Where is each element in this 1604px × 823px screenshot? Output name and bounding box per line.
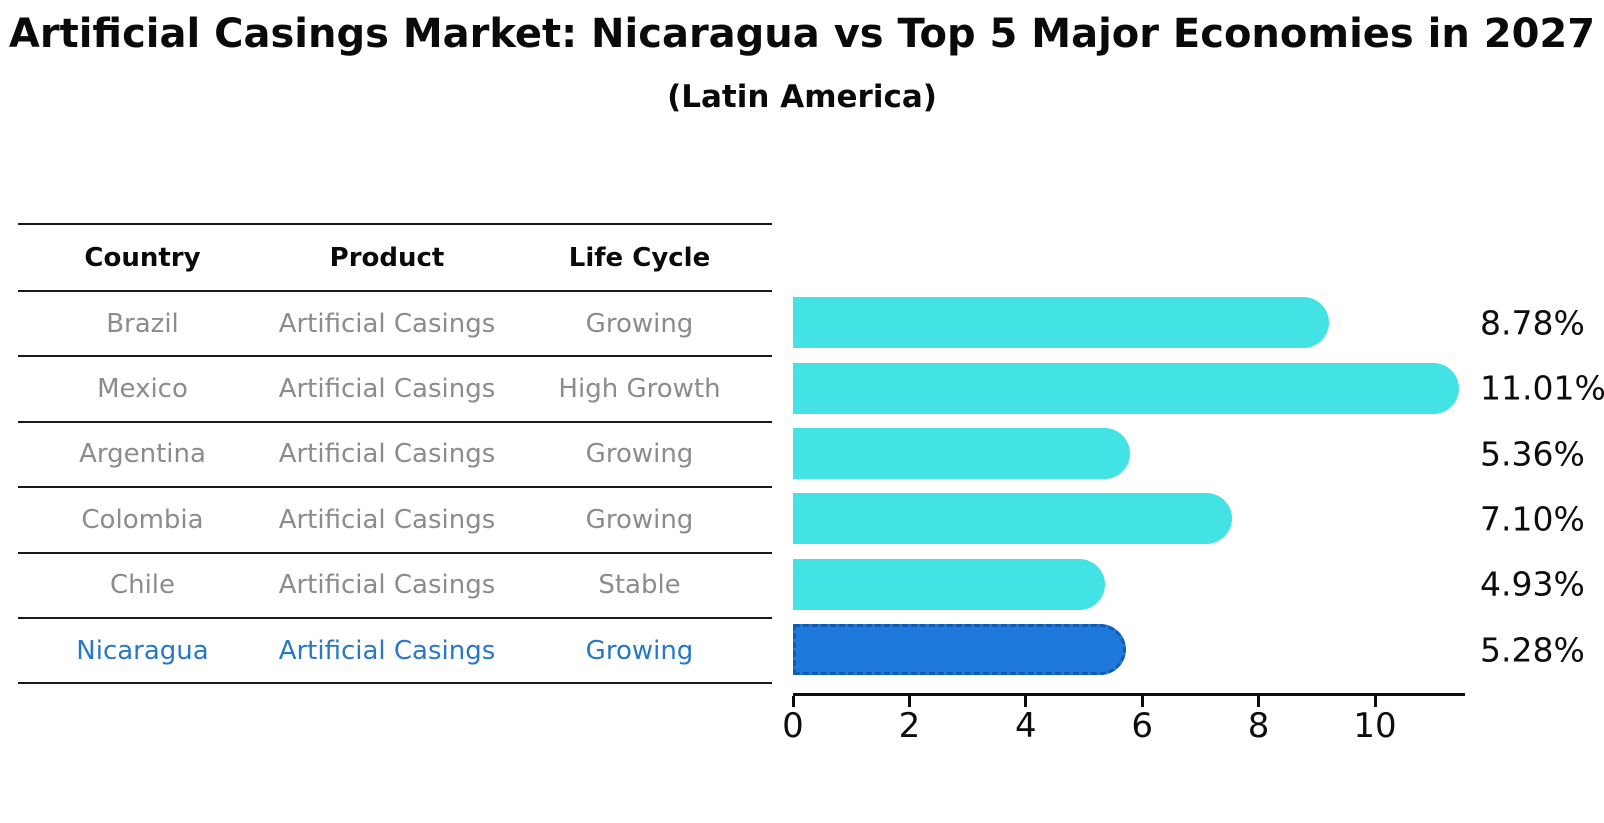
table-row: Nicaragua Artificial Casings Growing bbox=[18, 619, 772, 685]
x-tick-label-10: 10 bbox=[1353, 706, 1397, 746]
table-row: Colombia Artificial Casings Growing bbox=[18, 488, 772, 554]
value-label-colombia: 7.10% bbox=[1480, 499, 1585, 539]
country-cell: Nicaragua bbox=[76, 635, 209, 666]
life-cycle-cell: Growing bbox=[585, 308, 694, 339]
chart-subtitle: (Latin America) bbox=[667, 79, 937, 115]
product-cell: Artificial Casings bbox=[278, 504, 496, 535]
table-row: Mexico Artificial Casings High Growth bbox=[18, 357, 772, 423]
x-tick-label-6: 6 bbox=[1131, 706, 1154, 746]
table-row: Brazil Artificial Casings Growing bbox=[18, 292, 772, 358]
bar-colombia bbox=[793, 493, 1232, 545]
value-label-mexico: 11.01% bbox=[1480, 368, 1604, 408]
x-tick-8 bbox=[1257, 696, 1261, 707]
table-body: Brazil Artificial Casings Growing Mexico… bbox=[18, 292, 772, 685]
life-cycle-cell: Growing bbox=[585, 439, 694, 470]
value-label-brazil: 8.78% bbox=[1480, 303, 1585, 343]
product-cell: Artificial Casings bbox=[278, 570, 496, 601]
table-row: Chile Artificial Casings Stable bbox=[18, 554, 772, 619]
table-row: Argentina Artificial Casings Growing bbox=[18, 423, 772, 489]
product-cell: Artificial Casings bbox=[278, 308, 496, 339]
x-tick-label-8: 8 bbox=[1247, 706, 1270, 746]
country-cell: Colombia bbox=[81, 504, 204, 535]
x-tick-label-4: 4 bbox=[1014, 706, 1037, 746]
product-cell: Artificial Casings bbox=[278, 439, 496, 470]
life-cycle-cell: Growing bbox=[585, 504, 694, 535]
bar-nicaragua bbox=[793, 624, 1126, 676]
x-tick-label-2: 2 bbox=[898, 706, 921, 746]
x-tick-6 bbox=[1140, 696, 1144, 707]
header-product: Product bbox=[329, 242, 445, 273]
value-label-nicaragua: 5.28% bbox=[1480, 630, 1585, 670]
life-cycle-cell: Growing bbox=[585, 635, 694, 666]
product-cell: Artificial Casings bbox=[278, 374, 496, 405]
country-cell: Mexico bbox=[97, 374, 188, 405]
header-country: Country bbox=[84, 242, 201, 273]
bar-argentina bbox=[793, 428, 1131, 479]
x-tick-2 bbox=[907, 696, 911, 707]
bar-mexico bbox=[793, 362, 1460, 414]
product-cell: Artificial Casings bbox=[278, 635, 496, 666]
bar-plot-area bbox=[793, 290, 1463, 693]
bar-brazil bbox=[793, 297, 1330, 349]
x-tick-4 bbox=[1024, 696, 1028, 707]
chart-title: Artificial Casings Market: Nicaragua vs … bbox=[8, 11, 1596, 57]
country-cell: Chile bbox=[109, 570, 176, 601]
country-cell: Argentina bbox=[79, 439, 206, 470]
country-table: Country Product Life Cycle Brazil Artifi… bbox=[18, 223, 772, 685]
value-label-argentina: 5.36% bbox=[1480, 434, 1585, 473]
table-header-row: Country Product Life Cycle bbox=[18, 225, 772, 292]
bar-chile bbox=[793, 558, 1106, 610]
x-tick-10 bbox=[1373, 696, 1377, 707]
x-tick-label-0: 0 bbox=[782, 706, 804, 746]
life-cycle-cell: High Growth bbox=[558, 374, 721, 405]
country-cell: Brazil bbox=[106, 308, 179, 339]
life-cycle-cell: Stable bbox=[598, 570, 681, 601]
x-tick-0 bbox=[791, 696, 795, 707]
x-axis-line bbox=[793, 693, 1465, 696]
value-label-chile: 4.93% bbox=[1480, 564, 1585, 604]
header-life-cycle: Life Cycle bbox=[568, 242, 711, 273]
